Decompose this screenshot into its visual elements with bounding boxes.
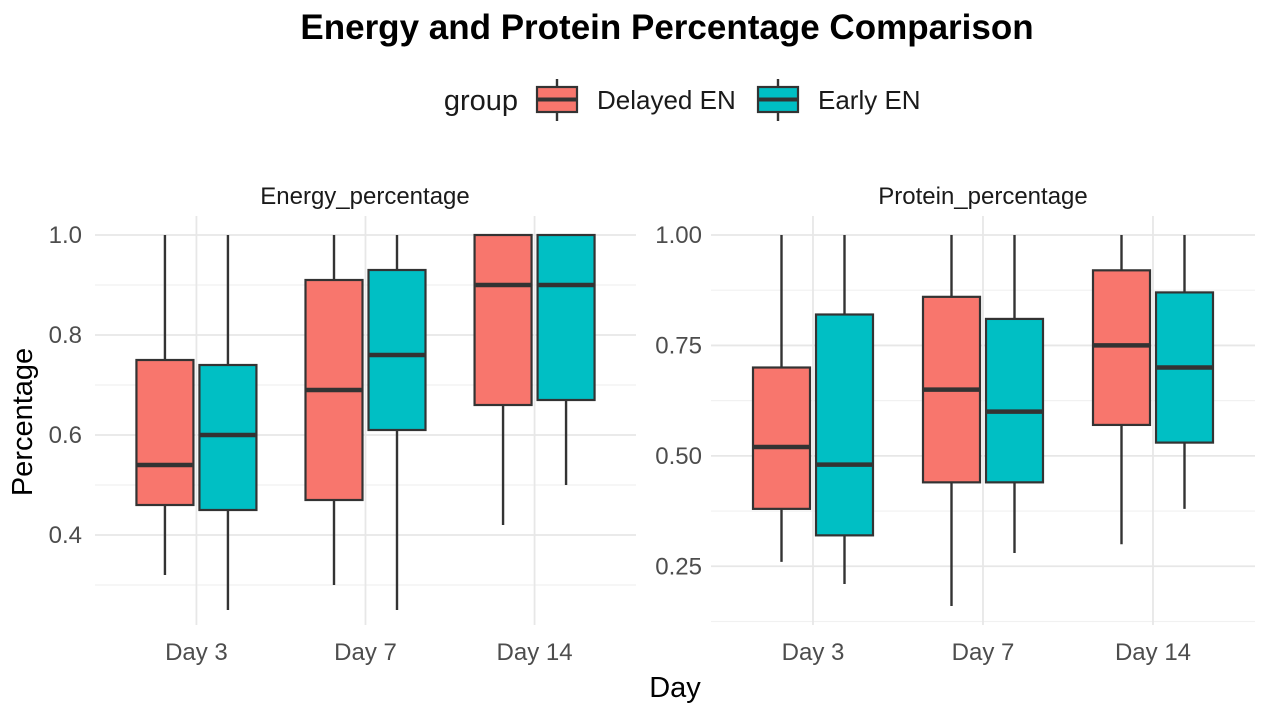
y-axis-tick-label: 0.6 bbox=[49, 422, 82, 449]
boxplot-box bbox=[367, 268, 427, 432]
facet-strip-energy: Energy_percentage bbox=[260, 183, 469, 210]
y-axis-tick-label: 0.75 bbox=[655, 332, 702, 359]
x-axis-title: Day bbox=[649, 672, 701, 704]
boxplot-box bbox=[814, 313, 875, 537]
facet-strip-protein: Protein_percentage bbox=[878, 183, 1087, 210]
y-axis-tick-label: 1.00 bbox=[655, 222, 702, 249]
facet-panel-energy: 1.0 0.8 0.6 0.4 Day 3 Day 7 Day 14 bbox=[49, 216, 636, 666]
legend-title: group bbox=[444, 85, 518, 117]
legend-entry-delayed: Delayed EN bbox=[535, 79, 736, 121]
facet-panel-protein: 1.00 0.75 0.50 0.25 Day 3 Day 7 Day 14 bbox=[655, 216, 1255, 666]
y-axis-tick-label: 1.0 bbox=[49, 222, 82, 249]
boxplot-key-icon bbox=[756, 79, 800, 121]
x-axis-tick-label: Day 7 bbox=[952, 639, 1015, 666]
x-axis-tick-label: Day 14 bbox=[497, 639, 573, 666]
boxplot-box bbox=[135, 358, 195, 507]
legend-entry-early: Early EN bbox=[756, 79, 921, 121]
y-axis-tick-label: 0.8 bbox=[49, 322, 82, 349]
boxplot-box bbox=[198, 363, 258, 512]
boxplot-box bbox=[751, 366, 812, 510]
y-axis-title: Percentage bbox=[7, 348, 39, 496]
y-axis-tick-label: 0.50 bbox=[655, 443, 702, 470]
legend-label-early: Early EN bbox=[818, 85, 921, 115]
boxplot-box bbox=[473, 233, 533, 407]
x-axis-tick-label: Day 7 bbox=[334, 639, 397, 666]
x-axis-tick-label: Day 14 bbox=[1115, 639, 1191, 666]
y-axis-tick-label: 0.25 bbox=[655, 553, 702, 580]
legend-label-delayed: Delayed EN bbox=[597, 85, 736, 115]
x-axis-tick-label: Day 3 bbox=[782, 639, 845, 666]
legend: group Delayed EN Early EN bbox=[444, 79, 921, 121]
boxplot-key-icon bbox=[535, 79, 579, 121]
chart-title: Energy and Protein Percentage Comparison bbox=[300, 8, 1033, 47]
y-axis-tick-label: 0.4 bbox=[49, 522, 82, 549]
boxplot-box bbox=[984, 317, 1045, 484]
boxplot-box bbox=[536, 233, 596, 402]
x-axis-tick-label: Day 3 bbox=[165, 639, 228, 666]
